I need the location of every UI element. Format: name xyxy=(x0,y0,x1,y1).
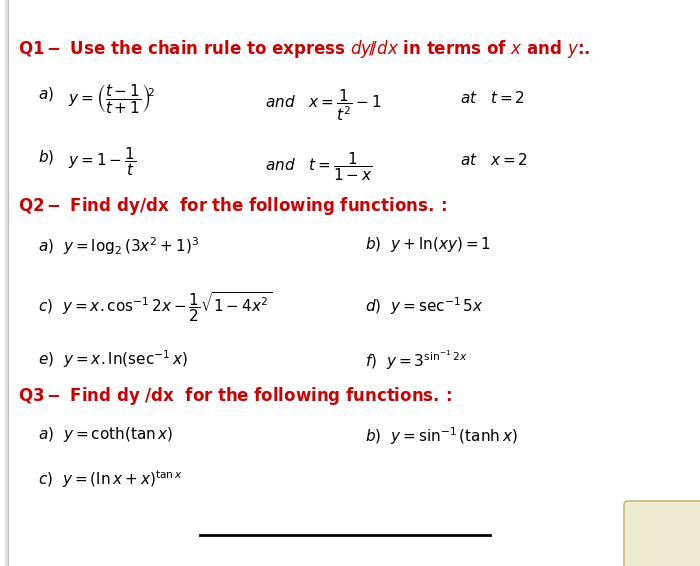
Text: $b)$: $b)$ xyxy=(38,148,55,166)
Text: $e)\ \ y = x.\ln(\sec^{-1}x)$: $e)\ \ y = x.\ln(\sec^{-1}x)$ xyxy=(38,348,188,370)
Text: $and \quad x = \dfrac{1}{t^2}-1$: $and \quad x = \dfrac{1}{t^2}-1$ xyxy=(265,88,382,123)
Text: $b)\ \ y + \ln(xy) = 1$: $b)\ \ y + \ln(xy) = 1$ xyxy=(365,235,491,254)
Text: $f)\ \ y = 3^{\sin^{-1}2x}$: $f)\ \ y = 3^{\sin^{-1}2x}$ xyxy=(365,348,468,372)
Text: $y = 1 - \dfrac{1}{t}$: $y = 1 - \dfrac{1}{t}$ xyxy=(68,145,136,178)
Text: $a)\ \ y = \log_2(3x^2+1)^3$: $a)\ \ y = \log_2(3x^2+1)^3$ xyxy=(38,235,199,257)
Text: $\bf{Q1-}$ Use the chain rule to express $dy\!/\!/dx$ in terms of $x$ and $y$:.: $\bf{Q1-}$ Use the chain rule to express… xyxy=(18,38,590,60)
Text: $at \quad x = 2$: $at \quad x = 2$ xyxy=(460,152,528,168)
Text: $\bf{Q3-}$ $\bf{Find}$ $\bf{dy\ /dx}$  $\bf{for\ the\ following\ functions.:}$: $\bf{Q3-}$ $\bf{Find}$ $\bf{dy\ /dx}$ $\… xyxy=(18,385,452,407)
Text: $c)\ \ y = x.\cos^{-1}2x - \dfrac{1}{2}\sqrt{1-4x^2}$: $c)\ \ y = x.\cos^{-1}2x - \dfrac{1}{2}\… xyxy=(38,290,272,324)
Text: $a)$: $a)$ xyxy=(38,85,54,103)
Text: $y = \left(\dfrac{t-1}{t+1}\right)^{\!\!2}$: $y = \left(\dfrac{t-1}{t+1}\right)^{\!\!… xyxy=(68,82,155,115)
Text: $\bf{Q2-}$ $\bf{Find}$ $\bf{dy/dx}$  $\bf{for\ the\ following\ functions.:}$: $\bf{Q2-}$ $\bf{Find}$ $\bf{dy/dx}$ $\bf… xyxy=(18,195,447,217)
Text: $and \quad t = \dfrac{1}{1-x}$: $and \quad t = \dfrac{1}{1-x}$ xyxy=(265,150,373,183)
Text: $b)\ \ y = \sin^{-1}(\tanh x)$: $b)\ \ y = \sin^{-1}(\tanh x)$ xyxy=(365,425,517,447)
Text: $a)\ \ y = \coth(\tan x)$: $a)\ \ y = \coth(\tan x)$ xyxy=(38,425,174,444)
Text: $d)\ \ y = \sec^{-1}5x$: $d)\ \ y = \sec^{-1}5x$ xyxy=(365,295,484,317)
Bar xyxy=(5,0,8,566)
Text: $c)\ \ y = (\ln x + x)^{\tan x}$: $c)\ \ y = (\ln x + x)^{\tan x}$ xyxy=(38,468,183,490)
Text: Answe: Answe xyxy=(655,534,700,552)
Text: $at \quad t = 2$: $at \quad t = 2$ xyxy=(460,90,525,106)
FancyBboxPatch shape xyxy=(624,501,700,566)
